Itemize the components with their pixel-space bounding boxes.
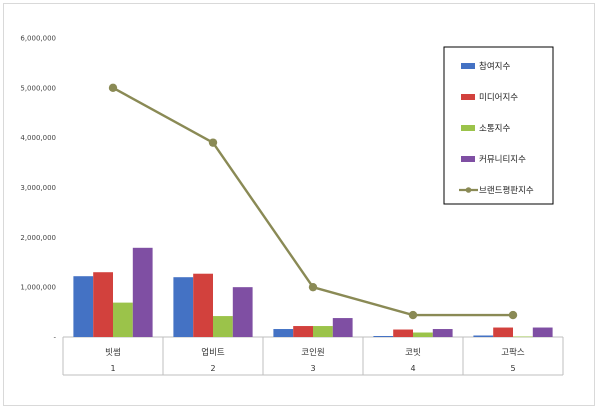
x-category-label: 고팍스 [501,347,525,358]
axes: - 1,000,000 2,000,000 3,000,000 4,000,000 5,0… [20,35,564,376]
bar-3 [213,316,233,337]
bars [73,247,553,338]
y-tick-label: 6,000,000 [20,35,56,43]
x-category-label: 업비트 [201,348,225,358]
bar-2 [393,329,413,337]
line-point [208,138,218,147]
x-category-number: 5 [510,364,515,373]
legend-label: 미디어지수 [479,92,518,103]
bar-3 [513,336,533,338]
bar-2 [493,327,513,337]
trend-line [108,83,518,320]
legend-label: 소통지수 [479,124,510,134]
legend-swatch [461,94,475,100]
bar-1 [473,335,494,337]
bar-1 [373,336,394,337]
y-tick-label: 3,000,000 [20,184,56,192]
bar-2 [293,326,313,337]
y-tick-label: 4,000,000 [20,134,56,142]
x-category-number: 3 [310,364,315,373]
bar-3 [413,332,433,337]
legend-label: 참여지수 [479,61,510,72]
legend-label: 커뮤니티지수 [479,154,526,165]
legend-box [443,46,554,205]
x-category-label: 빗썸 [105,348,121,358]
bar-4 [132,247,153,337]
x-category-label: 코인원 [301,347,324,358]
line-point [308,282,318,292]
bar-4 [432,329,453,337]
bar-3 [113,302,133,337]
bar-2 [93,272,113,337]
legend-swatch [461,63,475,69]
bar-2 [193,273,213,337]
legend-label: 브랜드평판지수 [479,185,534,196]
legend-swatch [461,156,475,162]
y-tick-label: 1,000,000 [20,284,56,292]
y-tick-label: 2,000,000 [20,234,56,242]
x-category-label: 코빗 [405,348,421,358]
line-point [108,83,118,93]
legend-line-marker [465,187,472,193]
x-category-number: 1 [110,364,115,373]
bar-1 [73,276,94,337]
line-point [508,310,518,320]
legend-swatch [461,125,475,131]
x-category-number: 4 [410,364,415,373]
line-point [408,310,418,320]
x-category-number: 2 [210,364,215,373]
y-tick-label: 5,000,000 [20,84,56,92]
bar-4 [532,327,553,337]
bar-4 [332,318,353,337]
bar-1 [173,277,194,337]
bar-4 [232,287,253,337]
y-tick-label: - [53,334,56,342]
bar-1 [273,329,294,337]
bar-3 [313,326,333,337]
